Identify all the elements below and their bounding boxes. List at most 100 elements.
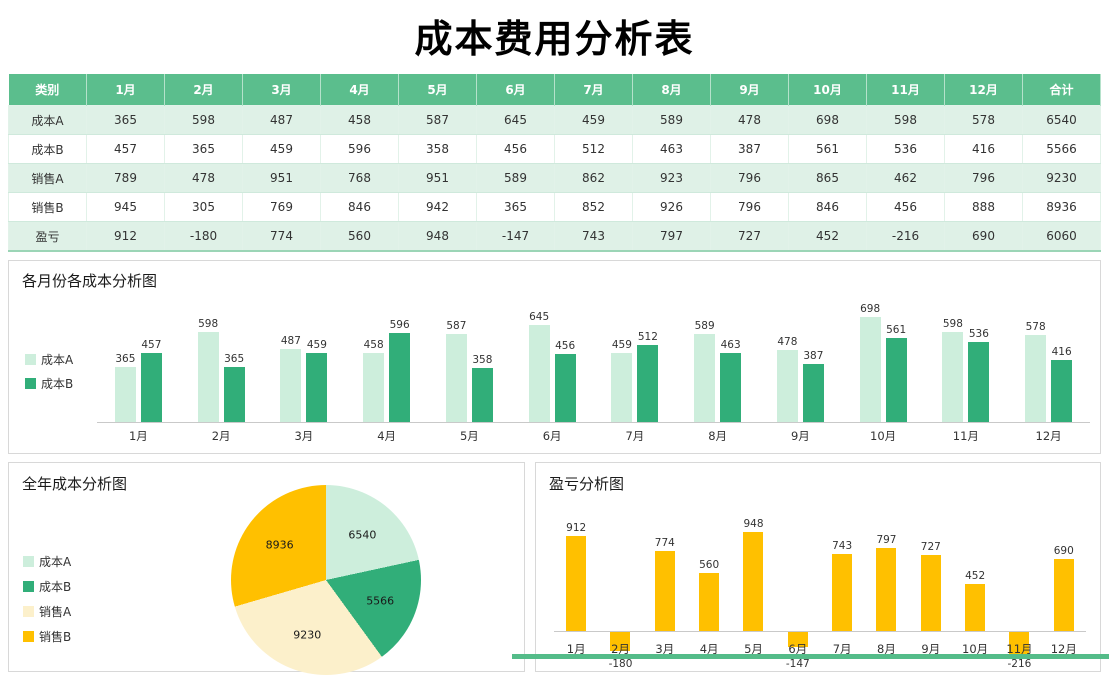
table-cell[interactable]: 6060 [1022,221,1101,252]
table-cell[interactable]: 458 [320,105,399,135]
table-cell[interactable]: 797 [632,221,711,252]
table-cell[interactable]: 536 [866,134,945,164]
table-cell[interactable]: 358 [398,134,477,164]
table-cell[interactable]: 589 [476,163,555,193]
bar-group: 459 512 [594,331,677,422]
table-cell[interactable]: 459 [242,134,321,164]
table-cell[interactable]: -216 [866,221,945,252]
pie-chart-title: 全年成本分析图 [22,475,128,493]
table-cell[interactable]: 942 [398,192,477,222]
pie-value-label: 8936 [265,538,294,552]
bar-column: 358 [471,354,493,422]
table-cell[interactable]: 5566 [1022,134,1101,164]
table-cell[interactable]: -180 [164,221,243,252]
table-cell[interactable]: 769 [242,192,321,222]
table-cell[interactable]: 365 [476,192,555,222]
table-cell[interactable]: 416 [944,134,1023,164]
column-header[interactable]: 类别 [8,74,87,106]
row-label-cell[interactable]: 销售A [8,163,87,193]
cost-table-wrap: 类别 1月 2月 3月 4月 5月 6月 7月 8月 9月 10月 11月 12月 合计 成本A 365 59… [8,74,1101,252]
table-cell[interactable]: 305 [164,192,243,222]
table-cell[interactable]: 589 [632,105,711,135]
profit-chart-title: 盈亏分析图 [549,475,625,493]
annual-pie-chart-panel[interactable]: 全年成本分析图 成本A 成本B 销售A 销售B 6540 5566 9230 8936 [8,462,525,675]
column-header[interactable]: 11月 [866,74,945,106]
table-cell[interactable]: 365 [164,134,243,164]
table-cell[interactable]: 598 [164,105,243,135]
table-cell[interactable]: 796 [944,163,1023,193]
table-cell[interactable]: 796 [710,163,789,193]
table-cell[interactable]: 789 [86,163,165,193]
table-cell[interactable]: 951 [398,163,477,193]
table-cell[interactable]: 774 [242,221,321,252]
row-label-cell[interactable]: 成本A [8,105,87,135]
table-cell[interactable]: 456 [476,134,555,164]
column-header[interactable]: 7月 [554,74,633,106]
table-cell[interactable]: 6540 [1022,105,1101,135]
bar-value-label: 456 [555,339,576,352]
table-cell[interactable]: 888 [944,192,1023,222]
table-cell[interactable]: 796 [710,192,789,222]
column-header[interactable]: 4月 [320,74,399,106]
legend-label: 成本A [39,555,72,569]
table-cell[interactable]: 478 [164,163,243,193]
column-header[interactable]: 5月 [398,74,477,106]
table-cell[interactable]: 560 [320,221,399,252]
table-cell[interactable]: 387 [710,134,789,164]
bar-value-label: 457 [141,339,162,352]
table-cell[interactable]: 598 [866,105,945,135]
table-cell[interactable]: 596 [320,134,399,164]
table-cell[interactable]: 456 [866,192,945,222]
table-cell[interactable]: 365 [86,105,165,135]
row-label-cell[interactable]: 成本B [8,134,87,164]
table-cell[interactable]: 945 [86,192,165,222]
table-cell[interactable]: 645 [476,105,555,135]
column-header[interactable]: 10月 [788,74,867,106]
column-header[interactable]: 合计 [1022,74,1101,106]
category-label: 11月 [952,429,979,443]
monthly-cost-chart-panel[interactable]: 各月份各成本分析图 成本A 成本B 365 457 598 365 487 459 458 59… [8,260,1101,454]
table-cell[interactable]: 561 [788,134,867,164]
bar [280,348,302,422]
column-header[interactable]: 2月 [164,74,243,106]
column-header[interactable]: 1月 [86,74,165,106]
table-cell[interactable]: -147 [476,221,555,252]
table-cell[interactable]: 926 [632,192,711,222]
table-cell[interactable]: 690 [944,221,1023,252]
table-cell[interactable]: 512 [554,134,633,164]
table-cell[interactable]: 727 [710,221,789,252]
table-cell[interactable]: 951 [242,163,321,193]
column-header[interactable]: 8月 [632,74,711,106]
table-cell[interactable]: 452 [788,221,867,252]
column-header[interactable]: 3月 [242,74,321,106]
table-cell[interactable]: 587 [398,105,477,135]
table-cell[interactable]: 852 [554,192,633,222]
table-cell[interactable]: 862 [554,163,633,193]
column-header[interactable]: 9月 [710,74,789,106]
table-cell[interactable]: 768 [320,163,399,193]
row-label-cell[interactable]: 盈亏 [8,221,87,252]
table-cell[interactable]: 743 [554,221,633,252]
table-cell[interactable]: 463 [632,134,711,164]
table-cell[interactable]: 846 [788,192,867,222]
table-cell[interactable]: 459 [554,105,633,135]
table-cell[interactable]: 478 [710,105,789,135]
table-cell[interactable]: 698 [788,105,867,135]
table-cell[interactable]: 865 [788,163,867,193]
table-cell[interactable]: 8936 [1022,192,1101,222]
table-cell[interactable]: 487 [242,105,321,135]
table-cell[interactable]: 948 [398,221,477,252]
table-cell[interactable]: 846 [320,192,399,222]
table-cell[interactable]: 912 [86,221,165,252]
column-header[interactable]: 6月 [476,74,555,106]
profit-loss-chart-panel[interactable]: 盈亏分析图 912 774 560 948 743 797 727 452 690 1月 2月 -1… [535,462,1101,672]
table-cell[interactable]: 923 [632,163,711,193]
table-cell[interactable]: 462 [866,163,945,193]
table-cell[interactable]: 9230 [1022,163,1101,193]
table-cell[interactable]: 457 [86,134,165,164]
category-label: 1月 [128,429,148,443]
table-cell[interactable]: 578 [944,105,1023,135]
column-header[interactable]: 12月 [944,74,1023,106]
bar-value-label: 698 [860,303,881,316]
row-label-cell[interactable]: 销售B [8,192,87,222]
